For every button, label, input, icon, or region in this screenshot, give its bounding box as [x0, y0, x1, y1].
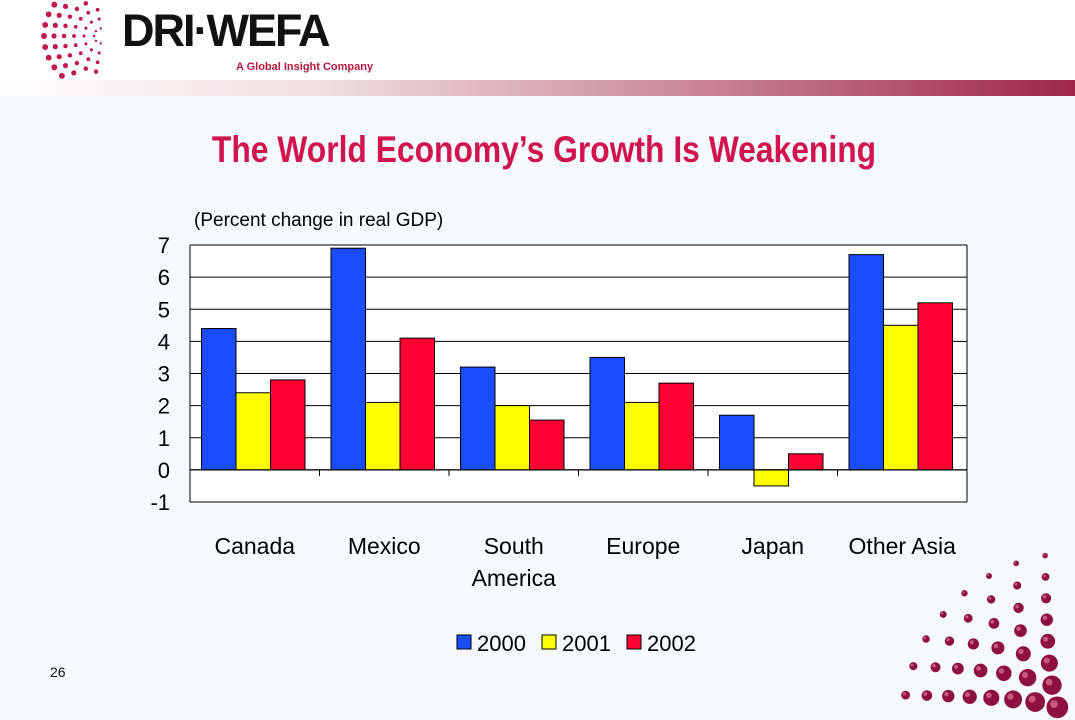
bar-2001-japan — [753, 469, 789, 487]
chart-subtitle: (Percent change in real GDP) — [194, 210, 444, 231]
bar-2001-other-asia — [883, 324, 919, 471]
legend-swatch-2001 — [541, 634, 557, 650]
legend-label-2002: 2002 — [647, 631, 696, 656]
y-tick-label: 0 — [158, 458, 170, 483]
logo-tagline: A Global Insight Company — [236, 61, 374, 73]
bar-2002-canada — [270, 379, 306, 471]
decorative-dots-icon — [901, 552, 1069, 719]
company-logo: DRI·WEFA A Global Insight Company — [24, 0, 384, 80]
x-category-label: South America — [472, 533, 557, 591]
bar-2002-europe — [658, 382, 694, 471]
legend-label-2001: 2001 — [562, 631, 611, 656]
y-tick-label: 6 — [158, 265, 170, 290]
bar-2000-japan — [719, 414, 755, 471]
bar-2000-europe — [589, 356, 625, 471]
x-category-label: Canada — [214, 533, 295, 559]
bar-2002-japan — [788, 453, 824, 471]
bar-2000-canada — [201, 328, 237, 471]
x-category-label: Japan — [741, 533, 804, 559]
bar-2001-south-america — [494, 405, 530, 471]
y-tick-label: 3 — [158, 362, 170, 387]
legend-label-2000: 2000 — [477, 631, 526, 656]
header-gradient-bar — [0, 80, 1075, 96]
bar-2000-mexico — [330, 247, 366, 471]
bar-2001-canada — [235, 392, 271, 471]
page-number: 26 — [50, 664, 66, 680]
bar-2001-mexico — [365, 401, 401, 471]
legend-swatch-2000 — [456, 634, 472, 650]
bar-2000-other-asia — [848, 254, 884, 471]
x-category-label: Mexico — [348, 533, 421, 559]
x-category-label: Other Asia — [849, 533, 957, 559]
y-tick-label: -1 — [150, 490, 170, 515]
slide-title: The World Economy’s Growth Is Weakening — [211, 129, 877, 170]
y-tick-label: 1 — [158, 426, 170, 451]
bar-2000-south-america — [460, 366, 496, 471]
bar-2002-mexico — [399, 337, 435, 471]
logo-wordmark: DRI·WEFA — [122, 5, 330, 56]
logo-dots-icon — [41, 1, 102, 79]
legend-swatch-2002 — [626, 634, 642, 650]
y-tick-label: 2 — [158, 394, 170, 419]
bar-2002-other-asia — [917, 302, 953, 471]
y-tick-label: 4 — [158, 329, 170, 354]
x-category-label: Europe — [606, 533, 680, 559]
y-tick-label: 5 — [158, 297, 170, 322]
y-tick-label: 7 — [158, 233, 170, 258]
bar-2002-south-america — [529, 419, 565, 471]
bar-2001-europe — [624, 401, 660, 471]
